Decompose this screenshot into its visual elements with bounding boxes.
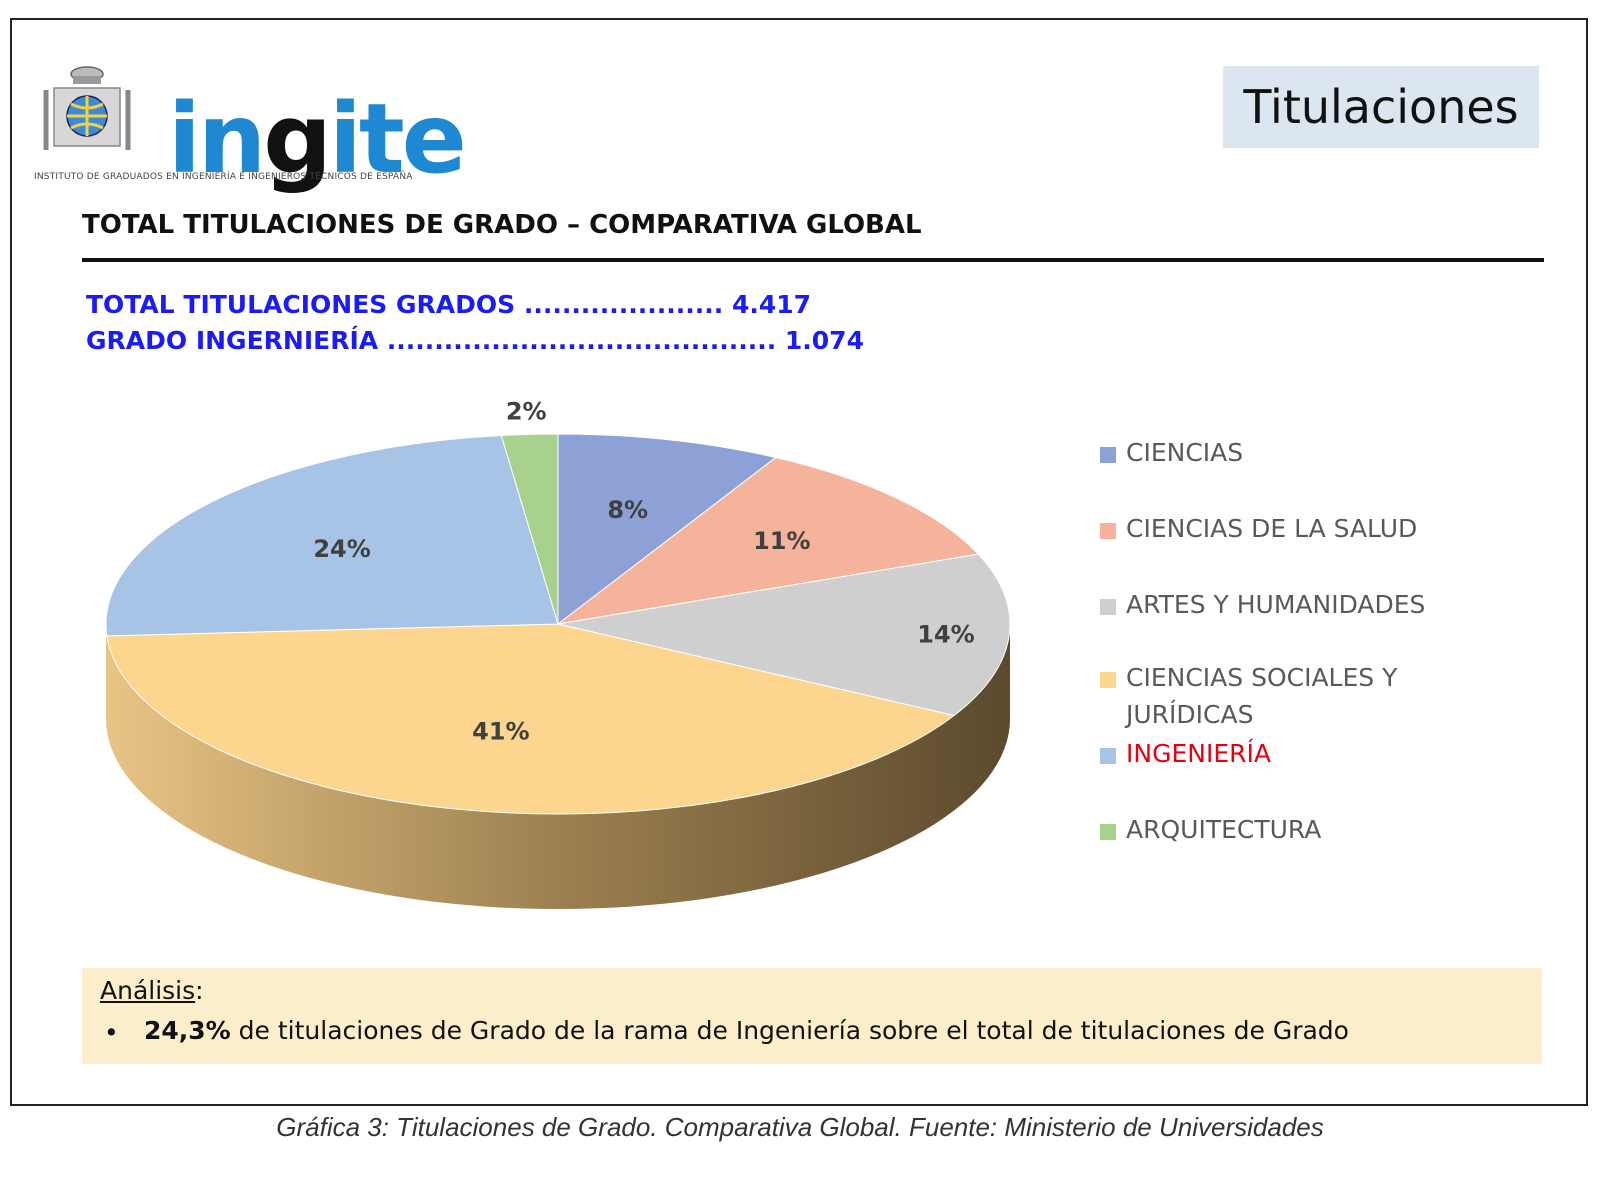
analysis-heading: Análisis: <box>100 976 204 1005</box>
pie-label: 8% <box>607 496 648 524</box>
legend-item-ciencias-sociales-y-juridicas: CIENCIAS SOCIALES Y JURÍDICAS <box>1100 663 1430 733</box>
legend-item-ciencias: CIENCIAS <box>1100 438 1243 471</box>
logo-wordmark: ingite <box>168 83 467 195</box>
analysis-bold: 24,3% <box>144 1016 231 1045</box>
legend-item-ciencias-de-la-salud: CIENCIAS DE LA SALUD <box>1100 514 1417 547</box>
legend-label: INGENIERÍA <box>1126 739 1271 768</box>
pie-top <box>105 433 1011 815</box>
pie-slice-ingeniería <box>105 434 559 637</box>
pie-slice-ciencias-de-la-salud <box>557 456 980 625</box>
legend-item-ingenieria: INGENIERÍA <box>1100 739 1271 772</box>
legend-swatch <box>1100 824 1116 840</box>
legend-swatch <box>1100 523 1116 539</box>
pie-side-wall <box>106 624 1010 909</box>
pie-slice-arquitectura <box>500 433 559 625</box>
title-rule <box>82 258 1544 262</box>
legend-label: CIENCIAS DE LA SALUD <box>1126 514 1418 543</box>
legend-swatch <box>1100 599 1116 615</box>
pie-slice-artes-y-humanidades <box>557 553 1011 717</box>
pie-label: 24% <box>313 535 370 563</box>
pie-slice-ciencias-sociales-y-jurídicas <box>106 623 956 815</box>
legend-item-arquitectura: ARQUITECTURA <box>1100 815 1321 848</box>
analysis-text: 24,3% de titulaciones de Grado de la ram… <box>144 1016 1349 1045</box>
pie-label: 14% <box>917 620 974 648</box>
pie-labels: 8% 11% 14% 41% 24% 2% <box>313 398 974 746</box>
figure-caption: Gráfica 3: Titulaciones de Grado. Compar… <box>276 1112 1324 1142</box>
legend-swatch <box>1100 748 1116 764</box>
legend-label: CIENCIAS SOCIALES Y JURÍDICAS <box>1126 663 1398 729</box>
legend-swatch <box>1100 672 1116 688</box>
stat-grado-ingenieria: GRADO INGERNIERÍA ......................… <box>86 326 864 355</box>
stat-total-grados: TOTAL TITULACIONES GRADOS ..............… <box>86 290 812 319</box>
analysis-box: Análisis: • 24,3% de titulaciones de Gra… <box>82 968 1542 1064</box>
pie-label: 41% <box>472 718 529 746</box>
logo-subtitle: INSTITUTO DE GRADUADOS EN INGENIERÍA E I… <box>34 172 413 182</box>
pie-label: 11% <box>753 527 810 555</box>
legend-label: ARQUITECTURA <box>1126 815 1322 844</box>
emblem-icon <box>43 66 131 150</box>
pie-slice-ciencias <box>557 433 777 626</box>
section-badge: Titulaciones <box>1223 66 1539 148</box>
chart-title: TOTAL TITULACIONES DE GRADO – COMPARATIV… <box>82 210 922 240</box>
ingite-logo: ingite INSTITUTO DE GRADUADOS EN INGENIE… <box>30 40 480 194</box>
bullet-icon: • <box>104 1018 119 1047</box>
legend-item-artes-y-humanidades: ARTES Y HUMANIDADES <box>1100 590 1425 623</box>
legend-swatch <box>1100 447 1116 463</box>
pie-label: 2% <box>506 398 547 426</box>
legend-label: CIENCIAS <box>1126 438 1244 467</box>
legend-label: ARTES Y HUMANIDADES <box>1126 590 1426 619</box>
pie-side <box>106 624 1010 909</box>
